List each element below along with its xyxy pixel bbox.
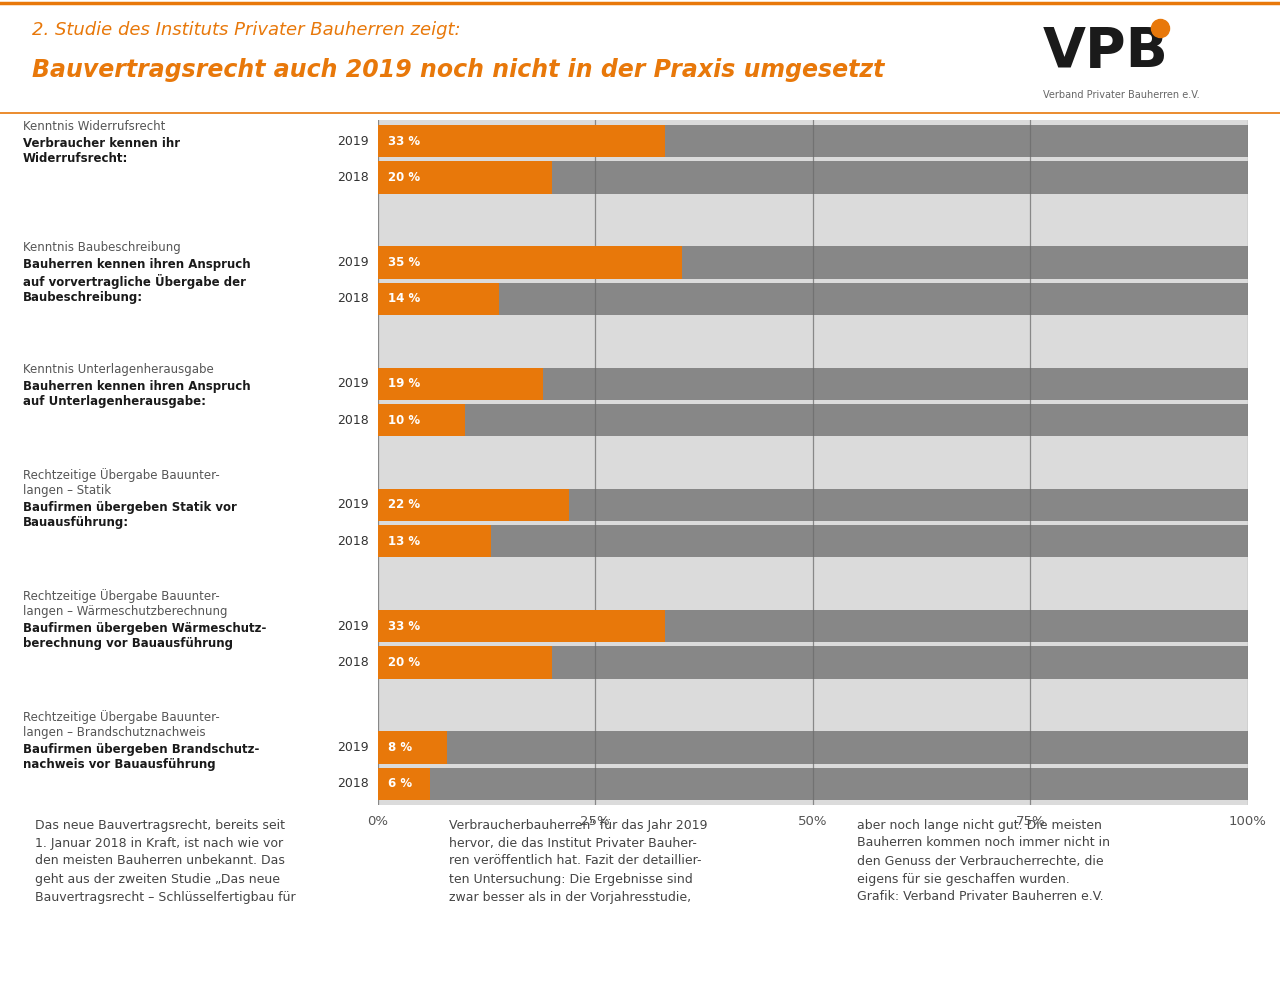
- Bar: [378, 161, 552, 194]
- Bar: [378, 525, 490, 557]
- Text: 2018: 2018: [337, 777, 369, 790]
- Text: 13 %: 13 %: [388, 535, 420, 548]
- Text: Rechtzeitige Übergabe Bauunter-
langen – Statik: Rechtzeitige Übergabe Bauunter- langen –…: [23, 468, 220, 497]
- Bar: [378, 731, 1248, 764]
- Bar: [378, 283, 1248, 315]
- Text: 2. Studie des Instituts Privater Bauherren zeigt:: 2. Studie des Instituts Privater Bauherr…: [32, 21, 461, 39]
- Text: 20 %: 20 %: [388, 171, 420, 184]
- Bar: [378, 610, 664, 642]
- Bar: [378, 404, 465, 436]
- Text: 2019: 2019: [337, 377, 369, 390]
- Text: Verbraucher kennen ihr
Widerrufsrecht:: Verbraucher kennen ihr Widerrufsrecht:: [23, 137, 180, 165]
- Text: Rechtzeitige Übergabe Bauunter-
langen – Brandschutznachweis: Rechtzeitige Übergabe Bauunter- langen –…: [23, 710, 220, 739]
- Text: Rechtzeitige Übergabe Bauunter-
langen – Wärmeschutzberechnung: Rechtzeitige Übergabe Bauunter- langen –…: [23, 589, 228, 618]
- Text: 2019: 2019: [337, 256, 369, 269]
- Bar: [378, 768, 1248, 800]
- Bar: [378, 768, 430, 800]
- Text: Bauvertragsrecht auch 2019 noch nicht in der Praxis umgesetzt: Bauvertragsrecht auch 2019 noch nicht in…: [32, 57, 884, 82]
- Bar: [378, 246, 1248, 279]
- Text: 2019: 2019: [337, 741, 369, 754]
- Bar: [378, 283, 499, 315]
- Text: 2018: 2018: [337, 656, 369, 669]
- Text: 2018: 2018: [337, 171, 369, 184]
- Text: 2019: 2019: [337, 498, 369, 511]
- Bar: [378, 489, 1248, 521]
- Text: 35 %: 35 %: [388, 256, 420, 269]
- Bar: [378, 646, 1248, 679]
- Text: Verband Privater Bauherren e.V.: Verband Privater Bauherren e.V.: [1043, 90, 1199, 100]
- Bar: [378, 368, 1248, 400]
- Text: Kenntnis Unterlagenherausgabe: Kenntnis Unterlagenherausgabe: [23, 363, 214, 376]
- Text: Baufirmen übergeben Wärmeschutz-
berechnung vor Bauausführung: Baufirmen übergeben Wärmeschutz- berechn…: [23, 622, 266, 650]
- Text: Kenntnis Baubeschreibung: Kenntnis Baubeschreibung: [23, 241, 180, 254]
- Text: 2019: 2019: [337, 620, 369, 633]
- Bar: [378, 161, 1248, 194]
- Text: Baufirmen übergeben Brandschutz-
nachweis vor Bauausführung: Baufirmen übergeben Brandschutz- nachwei…: [23, 743, 260, 771]
- Text: Das neue Bauvertragsrecht, bereits seit
1. Januar 2018 in Kraft, ist nach wie vo: Das neue Bauvertragsrecht, bereits seit …: [36, 818, 296, 904]
- Bar: [378, 246, 682, 279]
- Text: VPB: VPB: [1043, 25, 1169, 79]
- Text: 2018: 2018: [337, 535, 369, 548]
- Bar: [378, 610, 1248, 642]
- Text: Bauherren kennen ihren Anspruch
auf Unterlagenherausgabe:: Bauherren kennen ihren Anspruch auf Unte…: [23, 380, 251, 408]
- Text: 14 %: 14 %: [388, 292, 420, 305]
- Text: Kenntnis Widerrufsrecht: Kenntnis Widerrufsrecht: [23, 120, 165, 133]
- Text: 20 %: 20 %: [388, 656, 420, 669]
- Text: 33 %: 33 %: [388, 620, 420, 633]
- Bar: [378, 489, 570, 521]
- Text: Baufirmen übergeben Statik vor
Bauausführung:: Baufirmen übergeben Statik vor Bauausfüh…: [23, 501, 237, 529]
- Bar: [378, 646, 552, 679]
- Text: 33 %: 33 %: [388, 135, 420, 148]
- Bar: [378, 404, 1248, 436]
- Text: 6 %: 6 %: [388, 777, 412, 790]
- Bar: [378, 731, 447, 764]
- Bar: [378, 125, 664, 157]
- Bar: [378, 525, 1248, 557]
- Text: 19 %: 19 %: [388, 377, 420, 390]
- Text: Bauherren kennen ihren Anspruch
auf vorvertragliche Übergabe der
Baubeschreibung: Bauherren kennen ihren Anspruch auf vorv…: [23, 258, 251, 304]
- Text: 10 %: 10 %: [388, 414, 420, 427]
- Text: 2019: 2019: [337, 135, 369, 148]
- Text: 2018: 2018: [337, 414, 369, 427]
- Text: Verbraucherbauherren“ für das Jahr 2019
hervor, die das Institut Privater Bauher: Verbraucherbauherren“ für das Jahr 2019 …: [449, 818, 708, 904]
- Text: 2018: 2018: [337, 292, 369, 305]
- Bar: [378, 368, 543, 400]
- Text: 8 %: 8 %: [388, 741, 412, 754]
- Bar: [378, 125, 1248, 157]
- Text: 22 %: 22 %: [388, 498, 420, 511]
- Text: aber noch lange nicht gut. Die meisten
Bauherren kommen noch immer nicht in
den : aber noch lange nicht gut. Die meisten B…: [856, 818, 1110, 904]
